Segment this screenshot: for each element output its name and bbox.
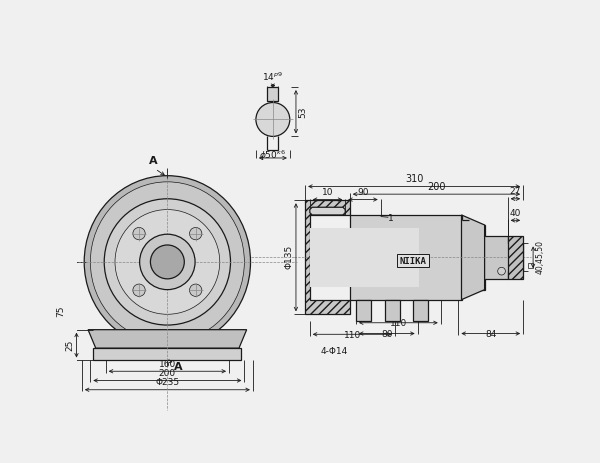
Ellipse shape xyxy=(115,210,220,314)
Text: 4-Φ14: 4-Φ14 xyxy=(320,347,348,357)
Polygon shape xyxy=(413,300,428,321)
Text: 90: 90 xyxy=(357,188,368,197)
Text: 160: 160 xyxy=(159,360,176,369)
Text: $14^{p9}$: $14^{p9}$ xyxy=(262,71,283,83)
Ellipse shape xyxy=(140,234,195,290)
Text: 40,45,50: 40,45,50 xyxy=(535,240,544,274)
Text: Φ135: Φ135 xyxy=(284,245,293,269)
Text: 1: 1 xyxy=(388,214,394,223)
Text: 110: 110 xyxy=(390,319,407,328)
Text: 310: 310 xyxy=(405,174,424,184)
Text: 200: 200 xyxy=(427,182,446,192)
Text: 200: 200 xyxy=(159,369,176,378)
Text: 10: 10 xyxy=(322,188,333,197)
Circle shape xyxy=(256,102,290,137)
Ellipse shape xyxy=(104,199,230,325)
Polygon shape xyxy=(385,300,400,321)
Ellipse shape xyxy=(84,175,251,348)
Polygon shape xyxy=(88,330,247,348)
Text: $\phi50^{k6}$: $\phi50^{k6}$ xyxy=(259,149,286,163)
Text: NIIKA: NIIKA xyxy=(400,257,427,266)
Polygon shape xyxy=(94,348,241,361)
Circle shape xyxy=(190,227,202,240)
Text: 110: 110 xyxy=(344,331,361,340)
Circle shape xyxy=(133,284,145,296)
Text: 84: 84 xyxy=(485,330,496,339)
Text: A: A xyxy=(173,362,182,372)
Text: 25: 25 xyxy=(65,339,74,351)
Circle shape xyxy=(133,227,145,240)
Polygon shape xyxy=(508,236,523,279)
Circle shape xyxy=(497,267,505,275)
Text: 80: 80 xyxy=(381,330,392,339)
Polygon shape xyxy=(310,228,419,287)
Text: 53: 53 xyxy=(298,106,307,118)
Text: 40: 40 xyxy=(510,209,521,218)
Circle shape xyxy=(190,284,202,296)
Polygon shape xyxy=(350,215,461,300)
Polygon shape xyxy=(305,200,350,314)
Polygon shape xyxy=(268,87,278,101)
Text: 27: 27 xyxy=(510,188,521,196)
Text: Φ235: Φ235 xyxy=(155,378,179,388)
Ellipse shape xyxy=(151,245,184,279)
Polygon shape xyxy=(461,215,485,300)
Text: 75: 75 xyxy=(56,306,65,317)
FancyBboxPatch shape xyxy=(397,254,429,267)
Text: A: A xyxy=(149,156,158,166)
Ellipse shape xyxy=(91,182,244,342)
Polygon shape xyxy=(461,225,523,290)
Polygon shape xyxy=(356,300,371,321)
Polygon shape xyxy=(310,207,345,215)
